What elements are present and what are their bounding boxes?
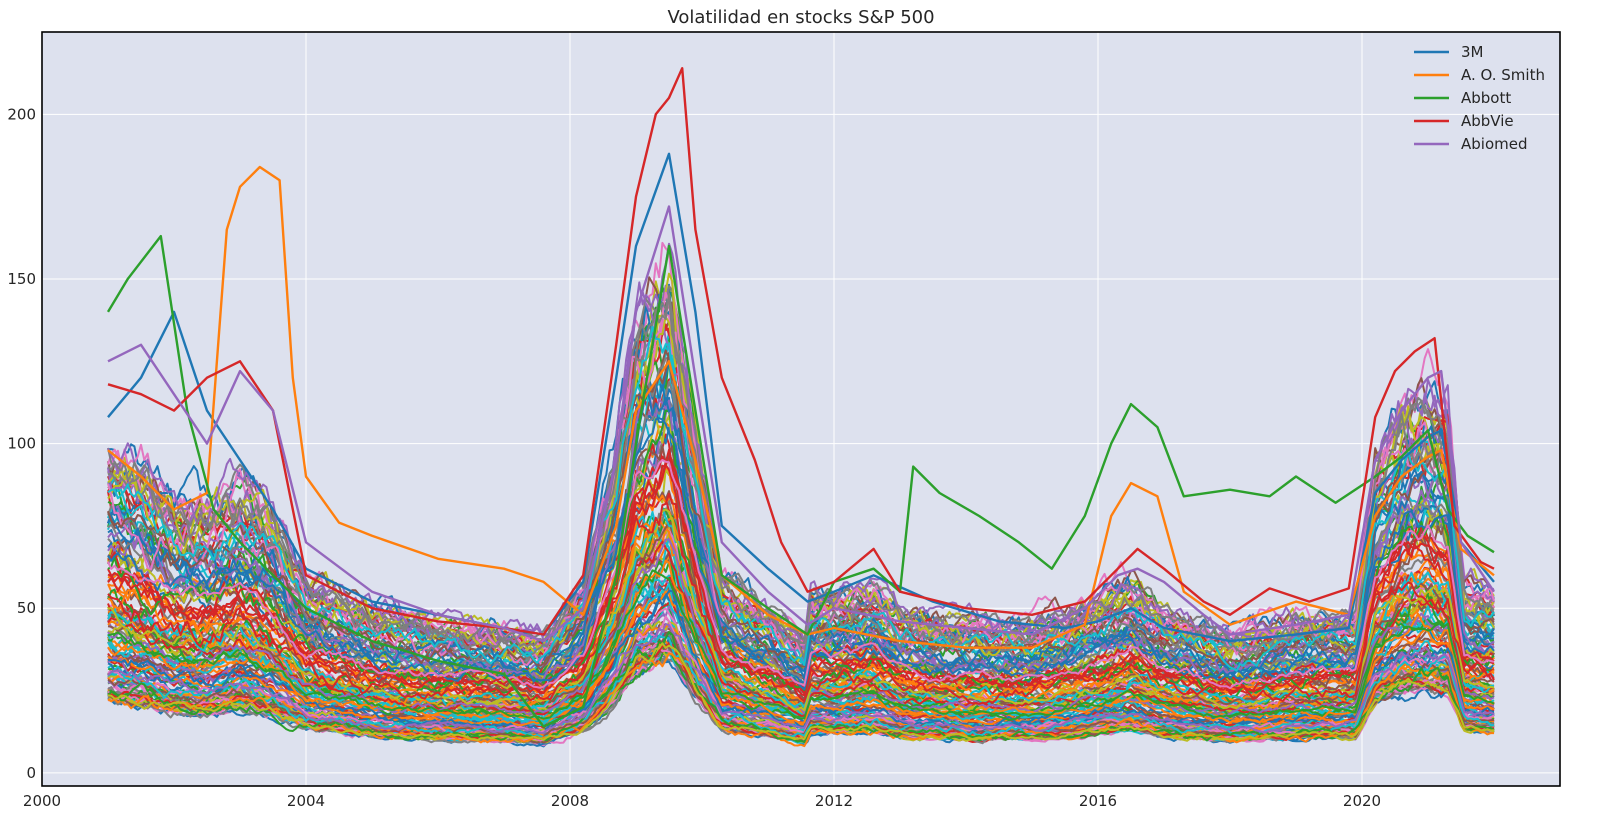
y-tick-label: 50 [17,599,36,617]
stock-series-line [107,464,1495,694]
stock-series-line [107,540,1495,717]
legend-label: Abiomed [1461,135,1528,153]
stock-series-line [107,459,1495,690]
stock-series-line [107,448,1495,694]
series-line-abbvie [107,66,1495,636]
stock-series-line [107,590,1495,727]
stock-series-line [107,559,1495,724]
stock-series-line [107,508,1495,712]
y-tick-label: 100 [7,435,36,453]
stock-series-line [107,569,1495,720]
series-line-abbott [106,234,1495,728]
series-line-3m [107,152,1495,643]
x-tick-label: 2004 [287,792,325,810]
stock-series-line [107,351,1495,668]
stock-series-line [107,325,1495,672]
plot-frame [41,31,1561,787]
legend: 3M A. O. Smith Abbott AbbVie Abiomed [1414,43,1545,153]
y-tick-label: 200 [7,105,36,123]
legend-label: Abbott [1461,89,1511,107]
stock-series-line [107,292,1495,664]
series-line-abiomed [107,205,1495,643]
x-tick-label: 2012 [815,792,853,810]
y-tick-label: 0 [26,764,36,782]
y-axis-ticks: 0 50 100 150 200 [7,105,36,782]
x-tick-label: 2016 [1079,792,1117,810]
stock-series-line [107,538,1495,718]
y-tick-label: 150 [7,270,36,288]
legend-label: 3M [1461,43,1484,61]
legend-label: AbbVie [1461,112,1514,130]
x-tick-label: 2020 [1343,792,1381,810]
x-axis-ticks: 2000 2004 2008 2012 2016 2020 [23,792,1381,810]
stock-series-line [107,642,1495,742]
stock-series-line [107,380,1495,681]
background-series [107,241,1495,748]
stock-series-line [107,507,1495,709]
stock-series-line [107,492,1495,705]
named-series [106,66,1495,728]
stock-series-line [107,387,1495,680]
chart-title: Volatilidad en stocks S&P 500 [667,7,934,28]
x-tick-label: 2008 [551,792,589,810]
legend-label: A. O. Smith [1461,66,1545,84]
x-tick-label: 2000 [23,792,61,810]
stock-series-line [107,622,1495,734]
